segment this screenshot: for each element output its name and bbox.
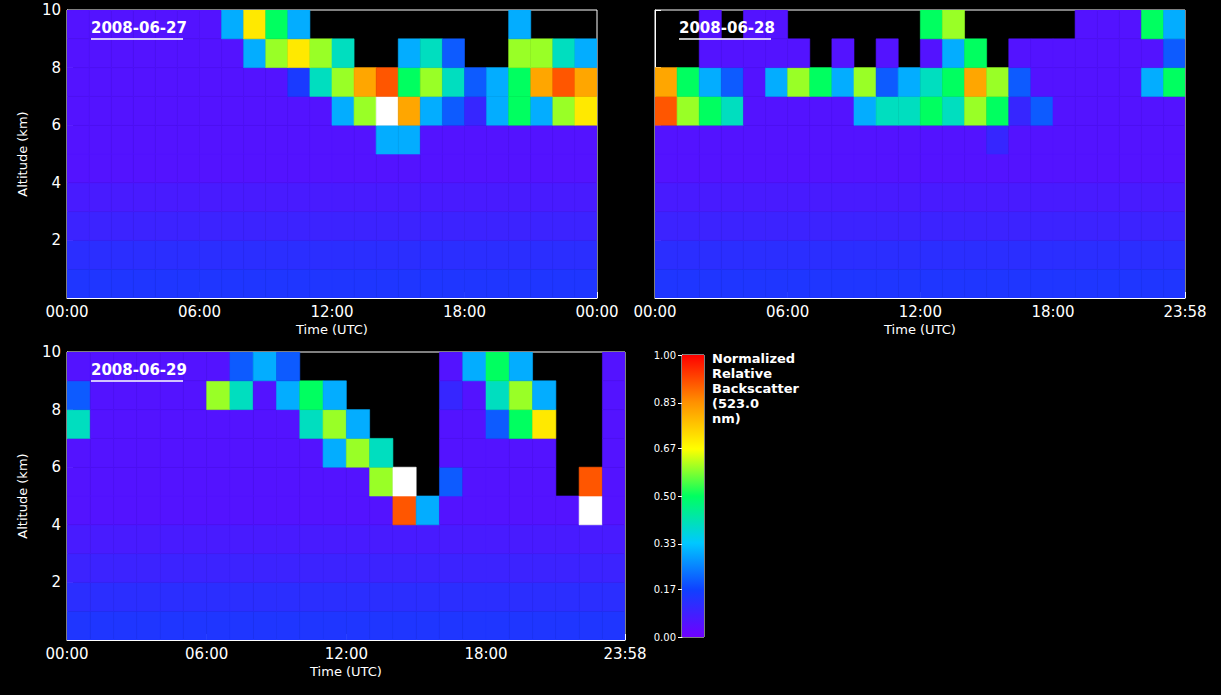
svg-text:4: 4 [51,516,61,534]
svg-text:Normalized: Normalized [712,351,795,366]
svg-text:23:58: 23:58 [1163,303,1206,321]
svg-text:2008-06-29: 2008-06-29 [91,361,187,379]
svg-text:0.00: 0.00 [654,632,676,643]
svg-text:06:00: 06:00 [766,303,809,321]
svg-text:2008-06-27: 2008-06-27 [91,19,187,37]
svg-text:Relative: Relative [712,366,772,381]
svg-text:12:00: 12:00 [899,303,942,321]
svg-text:18:00: 18:00 [464,645,507,663]
svg-text:2: 2 [51,231,61,249]
svg-text:18:00: 18:00 [1031,303,1074,321]
svg-text:8: 8 [51,59,61,77]
svg-text:23:58: 23:58 [603,645,646,663]
svg-text:2: 2 [51,573,61,591]
svg-text:00:00: 00:00 [575,303,618,321]
svg-text:00:00: 00:00 [633,303,676,321]
svg-text:0.33: 0.33 [654,538,676,549]
svg-text:0.50: 0.50 [654,491,676,502]
svg-text:(523.0: (523.0 [712,396,759,411]
svg-text:Time (UTC): Time (UTC) [309,664,382,679]
svg-text:10: 10 [42,1,61,19]
svg-text:00:00: 00:00 [45,303,88,321]
svg-text:6: 6 [51,458,61,476]
svg-text:0.67: 0.67 [654,443,676,454]
svg-text:06:00: 06:00 [185,645,228,663]
svg-text:1.00: 1.00 [654,350,676,361]
svg-text:0.17: 0.17 [654,584,676,595]
svg-text:00:00: 00:00 [45,645,88,663]
svg-text:Backscatter: Backscatter [712,381,799,396]
svg-text:10: 10 [42,343,61,361]
svg-text:0.83: 0.83 [654,397,676,408]
svg-text:nm): nm) [712,411,741,426]
svg-text:06:00: 06:00 [178,303,221,321]
svg-text:Time (UTC): Time (UTC) [295,322,368,337]
svg-text:18:00: 18:00 [443,303,486,321]
svg-text:12:00: 12:00 [310,303,353,321]
svg-text:Time (UTC): Time (UTC) [883,322,956,337]
svg-text:8: 8 [51,401,61,419]
svg-text:4: 4 [51,174,61,192]
svg-text:Altitude (km): Altitude (km) [15,111,30,196]
svg-text:12:00: 12:00 [325,645,368,663]
svg-text:2008-06-28: 2008-06-28 [679,19,775,37]
svg-text:6: 6 [51,116,61,134]
svg-text:Altitude (km): Altitude (km) [15,453,30,538]
